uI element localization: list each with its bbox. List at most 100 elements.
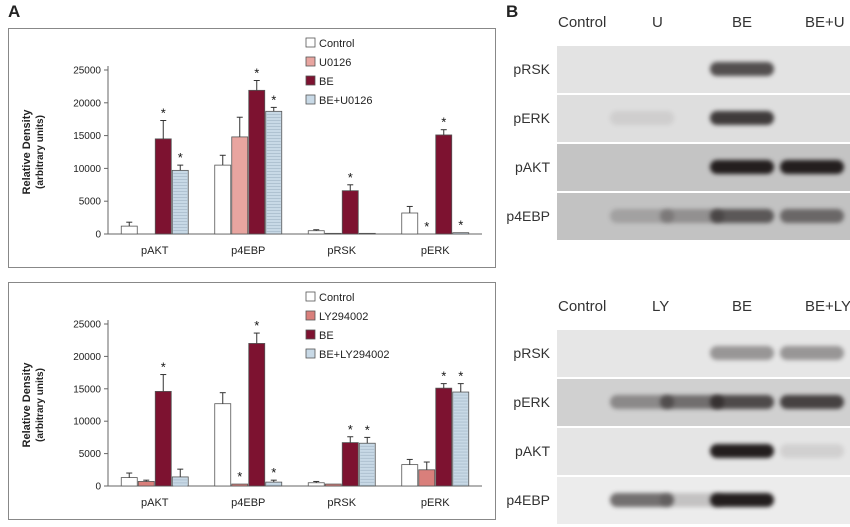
blot-row-label: pAKT bbox=[514, 158, 550, 175]
y-axis-label: Relative Density bbox=[21, 109, 33, 195]
blot-band bbox=[610, 209, 674, 223]
bar bbox=[401, 212, 419, 235]
y-tick-label: 0 bbox=[95, 230, 101, 241]
legend-swatch bbox=[305, 56, 316, 67]
legend-entry: U0126 bbox=[319, 57, 351, 69]
bar bbox=[120, 225, 138, 235]
lane-label: BE bbox=[732, 14, 753, 31]
y-axis-label: Relative Density bbox=[21, 362, 33, 448]
blot-band bbox=[780, 346, 844, 360]
y-tick-label: 20000 bbox=[73, 352, 101, 363]
blot-band bbox=[710, 493, 774, 507]
legend-entry: Control bbox=[319, 292, 354, 304]
y-tick-label: 15000 bbox=[73, 384, 101, 395]
bar bbox=[452, 391, 470, 487]
x-tick-label: p4EBP bbox=[231, 245, 265, 257]
panel-a-letter: A bbox=[8, 2, 21, 21]
legend-swatch bbox=[305, 329, 316, 340]
blot-band bbox=[710, 62, 774, 76]
blot-band bbox=[710, 346, 774, 360]
western-blot-ly294002: Control LY BE BE+LY pRSK pERK pAKT p4EBP bbox=[500, 292, 850, 524]
significance-mark: * bbox=[254, 318, 259, 333]
bar bbox=[401, 464, 419, 487]
y-tick-label: 10000 bbox=[73, 417, 101, 428]
bar bbox=[231, 483, 249, 487]
blot-band bbox=[660, 493, 724, 507]
x-tick-label: pRSK bbox=[327, 245, 356, 257]
blot-strip bbox=[557, 193, 850, 240]
legend-entry: BE bbox=[319, 330, 334, 342]
blot-strip bbox=[557, 379, 850, 426]
panel-b-letter: B bbox=[506, 2, 519, 21]
blot-band bbox=[710, 395, 774, 409]
blot-strip bbox=[557, 95, 850, 142]
significance-mark: * bbox=[348, 170, 353, 185]
lane-label: BE+U bbox=[805, 14, 845, 31]
bar bbox=[452, 232, 470, 235]
y-axis-sublabel: (arbitrary units) bbox=[35, 368, 46, 442]
y-tick-label: 0 bbox=[95, 482, 101, 493]
legend-swatch bbox=[305, 94, 316, 105]
bar bbox=[171, 476, 189, 487]
bar bbox=[265, 481, 283, 487]
x-tick-label: pERK bbox=[421, 497, 450, 509]
y-tick-label: 5000 bbox=[79, 449, 102, 460]
y-tick-label: 25000 bbox=[73, 66, 101, 77]
significance-mark: * bbox=[271, 465, 276, 480]
significance-mark: * bbox=[365, 422, 370, 437]
blot-band bbox=[780, 444, 844, 458]
lane-label: BE bbox=[732, 298, 753, 315]
blot-row-label: pRSK bbox=[513, 344, 550, 361]
bar bbox=[154, 390, 172, 487]
blot-band bbox=[710, 444, 774, 458]
y-axis-sublabel: (arbitrary units) bbox=[35, 115, 46, 189]
significance-mark: * bbox=[441, 369, 446, 384]
blot-band bbox=[780, 209, 844, 223]
legend-swatch bbox=[305, 37, 316, 48]
significance-mark: * bbox=[458, 369, 463, 384]
bar bbox=[248, 89, 266, 235]
blot-band bbox=[610, 395, 674, 409]
y-tick-label: 25000 bbox=[73, 320, 101, 331]
legend-entry: BE+LY294002 bbox=[319, 349, 389, 361]
x-tick-label: p4EBP bbox=[231, 497, 265, 509]
bar bbox=[358, 442, 376, 487]
bar bbox=[435, 134, 453, 235]
significance-mark: * bbox=[348, 422, 353, 437]
blot-row-label: pERK bbox=[513, 109, 550, 126]
lane-label: BE+LY bbox=[805, 298, 850, 315]
bar bbox=[307, 230, 325, 235]
legend-entry: BE+U0126 bbox=[319, 95, 373, 107]
x-tick-label: pAKT bbox=[141, 497, 169, 509]
blot-band bbox=[780, 160, 844, 174]
bar bbox=[324, 232, 342, 235]
blot-band bbox=[710, 160, 774, 174]
significance-mark: * bbox=[178, 150, 183, 165]
bar bbox=[418, 469, 436, 487]
blot-strip bbox=[557, 477, 850, 524]
significance-mark: * bbox=[424, 219, 429, 234]
significance-mark: * bbox=[161, 106, 166, 121]
x-tick-label: pAKT bbox=[141, 245, 169, 257]
bar bbox=[265, 110, 283, 235]
bar bbox=[154, 138, 172, 235]
blot-strip bbox=[557, 428, 850, 475]
blot-band bbox=[610, 493, 674, 507]
western-blot-u0126: Control U BE BE+U pRSK pERK pAKT p4EBP bbox=[500, 8, 850, 248]
legend-swatch bbox=[305, 291, 316, 302]
y-tick-label: 15000 bbox=[73, 131, 101, 142]
blot-band bbox=[710, 111, 774, 125]
bar bbox=[435, 387, 453, 487]
bar-chart-u0126: Relative Density (arbitrary units) 0 5000 10… bbox=[8, 28, 496, 268]
lane-label: U bbox=[652, 14, 663, 31]
significance-mark: * bbox=[161, 360, 166, 375]
blot-strip bbox=[557, 144, 850, 191]
lane-label: LY bbox=[652, 298, 670, 315]
significance-mark: * bbox=[441, 115, 446, 130]
blot-row-label: pRSK bbox=[513, 60, 550, 77]
significance-mark: * bbox=[271, 92, 276, 107]
bar bbox=[307, 482, 325, 487]
x-tick-label: pERK bbox=[421, 245, 450, 257]
legend-entry: LY294002 bbox=[319, 311, 368, 323]
blot-row-label: pAKT bbox=[514, 442, 550, 459]
